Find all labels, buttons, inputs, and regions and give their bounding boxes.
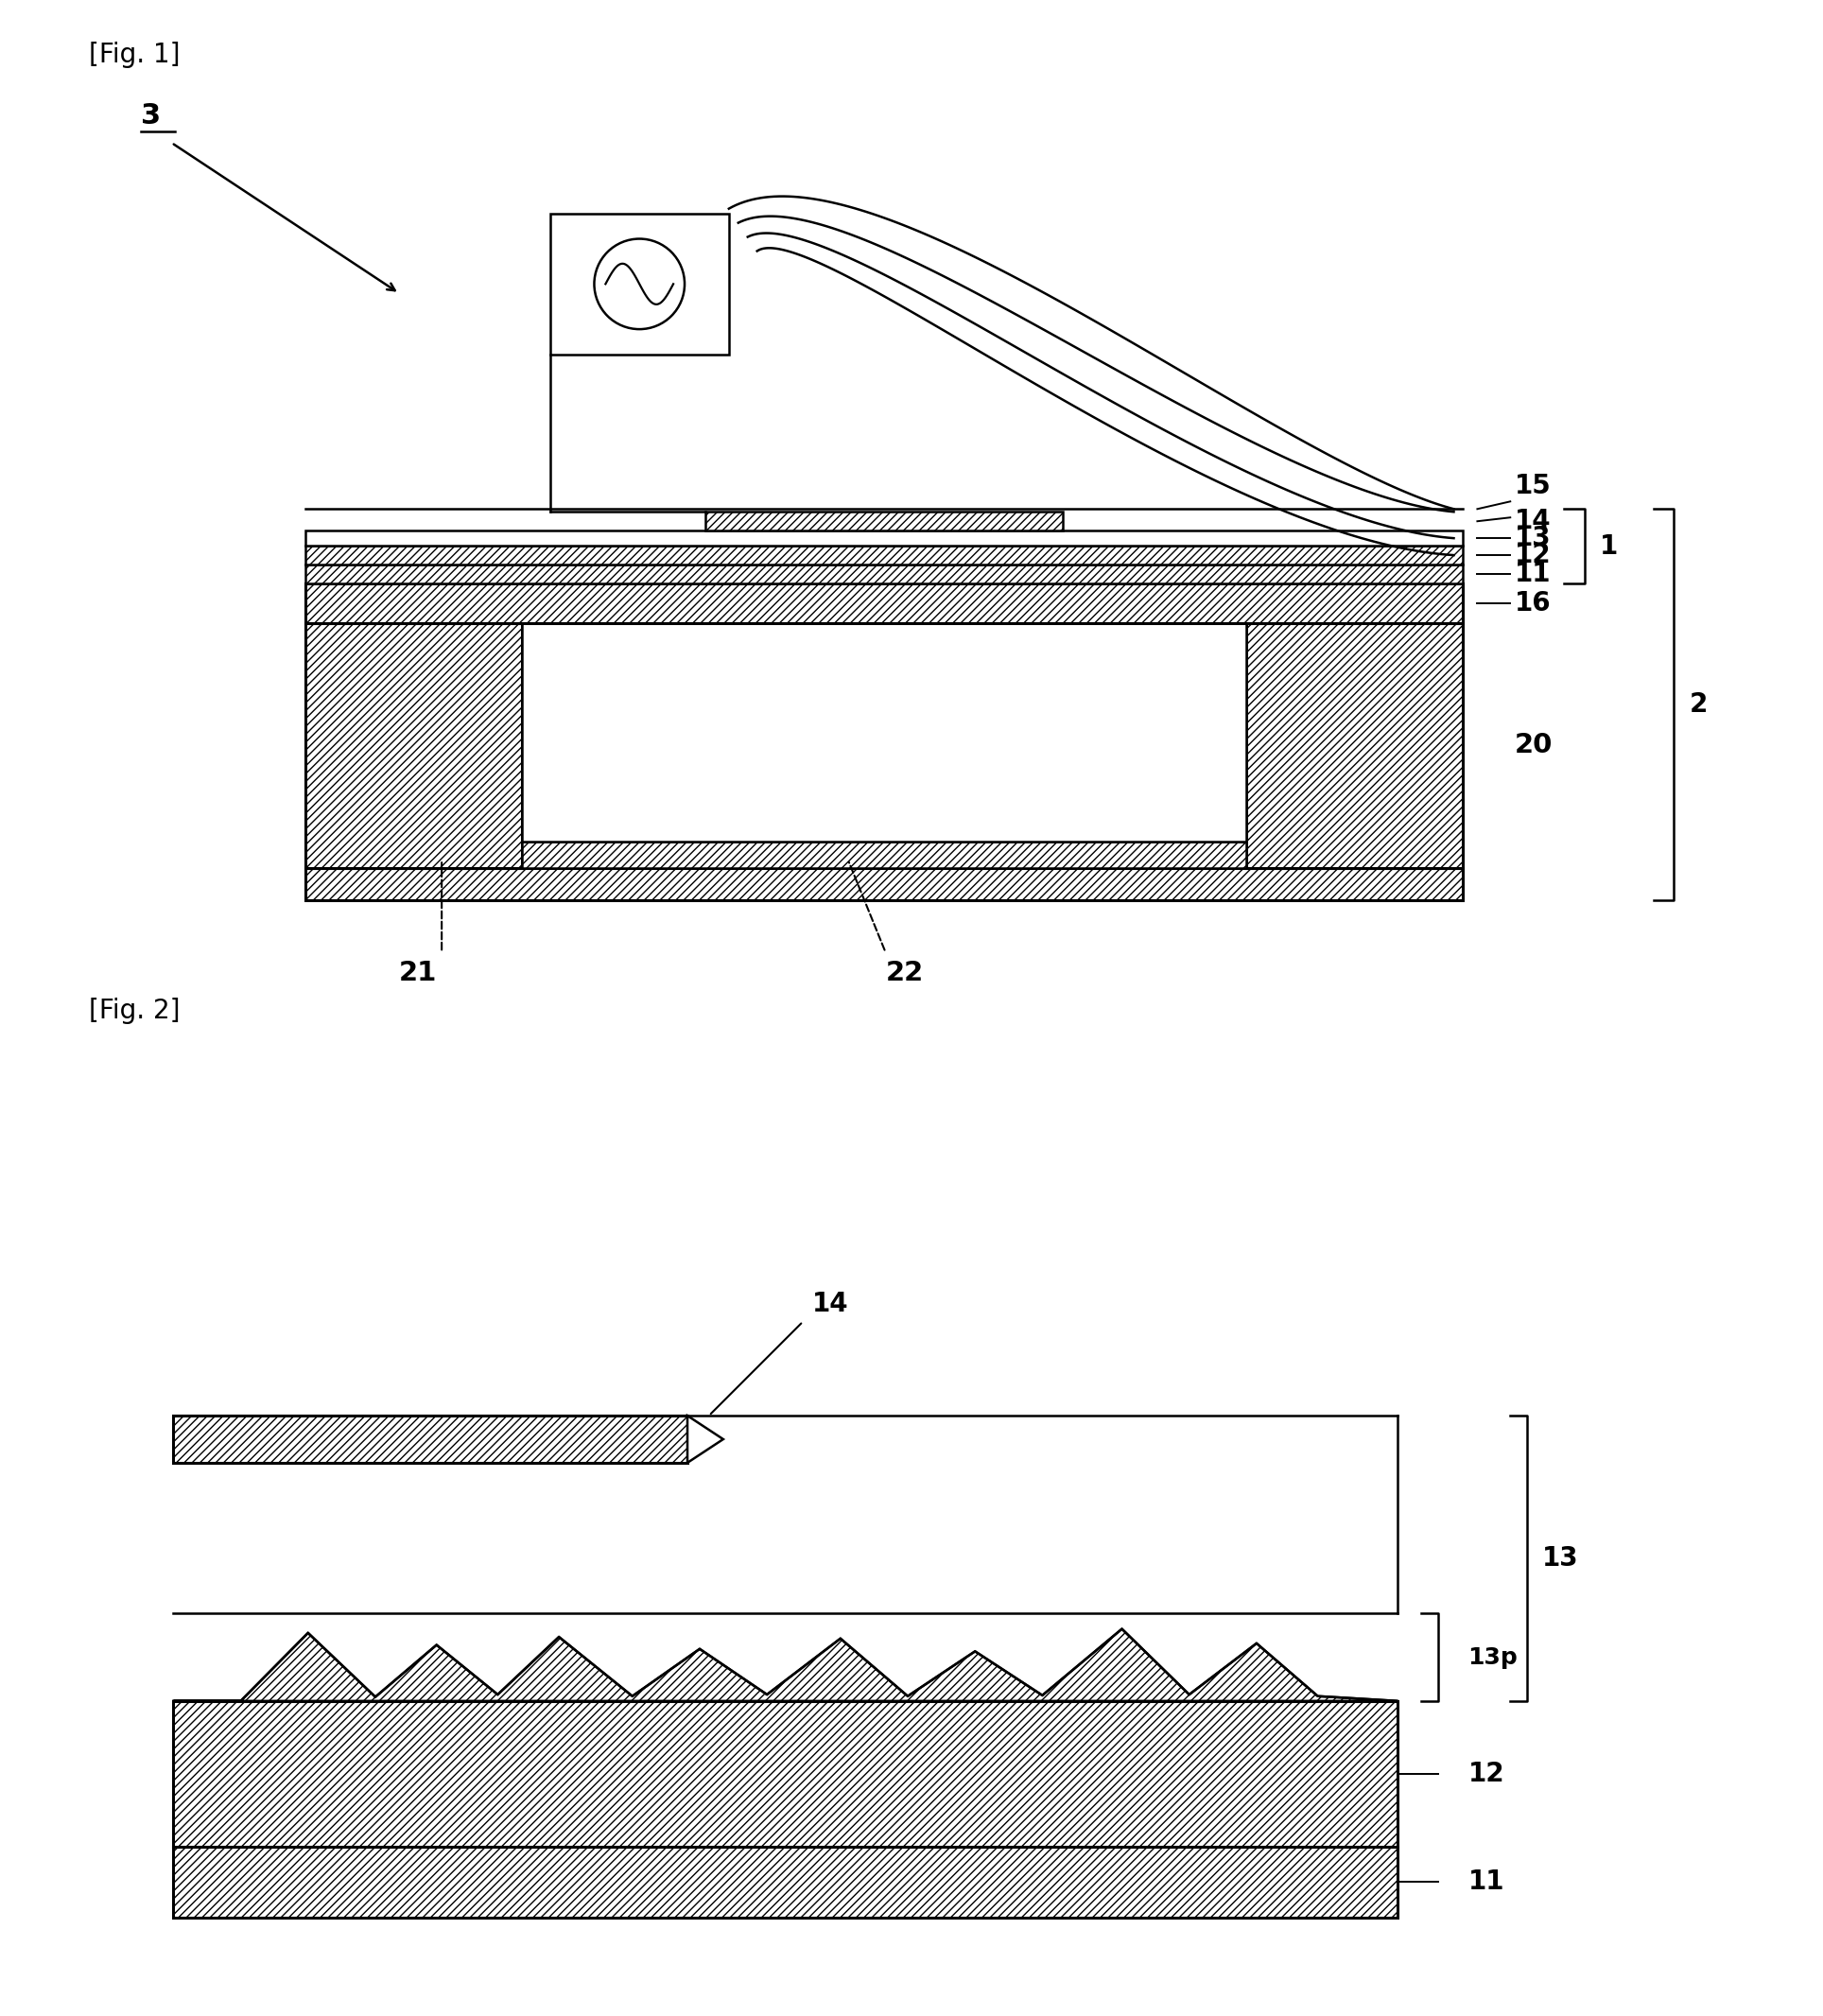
Bar bbox=[173, 1702, 1396, 1847]
Bar bbox=[304, 530, 1464, 546]
Bar bbox=[551, 214, 729, 355]
Text: 12: 12 bbox=[1468, 1760, 1504, 1786]
Bar bbox=[304, 623, 521, 867]
Text: 12: 12 bbox=[1515, 542, 1551, 569]
Text: 22: 22 bbox=[886, 960, 924, 986]
Text: 11: 11 bbox=[1468, 1869, 1504, 1895]
Polygon shape bbox=[687, 1415, 724, 1464]
Text: 13: 13 bbox=[1542, 1544, 1579, 1572]
Text: 13p: 13p bbox=[1468, 1645, 1519, 1669]
Bar bbox=[521, 623, 1247, 841]
Text: 11: 11 bbox=[1515, 560, 1551, 587]
Bar bbox=[173, 1847, 1396, 1917]
Text: 13: 13 bbox=[1515, 524, 1551, 552]
Text: 1: 1 bbox=[1601, 532, 1617, 558]
Text: 2: 2 bbox=[1690, 691, 1708, 718]
Text: 15: 15 bbox=[1515, 474, 1551, 500]
Bar bbox=[521, 841, 1247, 867]
Bar bbox=[304, 564, 1464, 583]
Text: 14: 14 bbox=[813, 1290, 850, 1316]
Text: 16: 16 bbox=[1515, 591, 1551, 617]
Bar bbox=[173, 1415, 687, 1464]
Polygon shape bbox=[173, 1629, 1396, 1702]
Text: 3: 3 bbox=[140, 103, 160, 129]
Bar bbox=[1247, 623, 1464, 867]
Bar bbox=[304, 583, 1464, 623]
Text: 21: 21 bbox=[399, 960, 438, 986]
Text: 20: 20 bbox=[1515, 732, 1553, 758]
Text: [Fig. 2]: [Fig. 2] bbox=[89, 998, 180, 1024]
Bar bbox=[304, 546, 1464, 564]
Bar bbox=[304, 867, 1464, 901]
Text: [Fig. 1]: [Fig. 1] bbox=[89, 42, 180, 69]
Text: 14: 14 bbox=[1515, 508, 1551, 534]
Bar bbox=[706, 512, 1063, 530]
